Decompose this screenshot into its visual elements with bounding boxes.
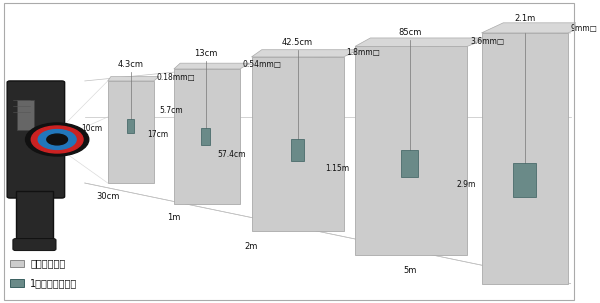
Text: 4.3cm: 4.3cm: [118, 60, 144, 69]
Circle shape: [47, 134, 68, 145]
Bar: [10, 279, 25, 287]
Bar: [401, 150, 418, 177]
Text: 1m: 1m: [167, 213, 181, 222]
Text: 全体視野範囲: 全体視野範囲: [30, 258, 65, 268]
Bar: [201, 128, 210, 145]
Polygon shape: [482, 23, 594, 33]
Bar: [10, 260, 25, 267]
Text: 1画素の視野範囲: 1画素の視野範囲: [30, 278, 77, 288]
Polygon shape: [108, 77, 159, 81]
Polygon shape: [482, 33, 568, 284]
Polygon shape: [251, 57, 344, 231]
Bar: [513, 163, 536, 197]
Text: 5.7cm: 5.7cm: [160, 106, 183, 115]
Text: 1.15m: 1.15m: [325, 164, 349, 172]
Text: 5m: 5m: [403, 266, 416, 275]
Text: 2m: 2m: [245, 241, 258, 251]
Text: 0.18mm□: 0.18mm□: [157, 73, 196, 82]
Bar: [16, 191, 53, 245]
Text: 1.8mm□: 1.8mm□: [346, 48, 380, 57]
Polygon shape: [174, 63, 250, 69]
Bar: [291, 139, 304, 161]
Text: 3.6mm□: 3.6mm□: [470, 37, 504, 46]
Text: 57.4cm: 57.4cm: [217, 150, 246, 159]
FancyBboxPatch shape: [13, 238, 56, 251]
Text: 17cm: 17cm: [147, 131, 168, 139]
Polygon shape: [108, 81, 154, 183]
Polygon shape: [355, 46, 467, 255]
Text: 13cm: 13cm: [194, 49, 217, 58]
Polygon shape: [174, 69, 240, 204]
Circle shape: [31, 126, 83, 153]
Text: 10cm: 10cm: [81, 125, 102, 134]
Bar: [17, 101, 34, 131]
Text: 9mm□: 9mm□: [571, 24, 598, 33]
Circle shape: [26, 123, 89, 156]
Bar: [127, 119, 134, 133]
FancyBboxPatch shape: [7, 81, 65, 198]
Text: 2.1m: 2.1m: [514, 14, 535, 23]
Text: 85cm: 85cm: [398, 28, 421, 37]
Polygon shape: [355, 38, 488, 46]
Polygon shape: [251, 50, 358, 57]
Text: 30cm: 30cm: [96, 192, 119, 201]
Circle shape: [38, 130, 76, 149]
Text: 0.54mm□: 0.54mm□: [243, 60, 282, 69]
Text: 42.5cm: 42.5cm: [282, 38, 313, 47]
Text: 2.9m: 2.9m: [457, 180, 476, 189]
